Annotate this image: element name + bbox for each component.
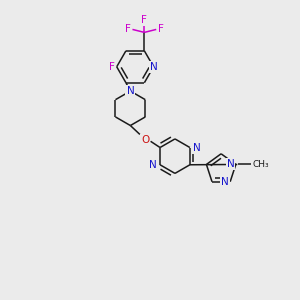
Text: F: F (109, 62, 115, 72)
Text: N: N (149, 160, 157, 170)
Text: CH₃: CH₃ (253, 160, 269, 169)
Text: N: N (150, 62, 158, 72)
Text: F: F (158, 24, 164, 34)
Text: N: N (193, 142, 201, 152)
Text: F: F (125, 24, 131, 34)
Text: N: N (127, 86, 134, 96)
Text: F: F (141, 15, 147, 25)
Text: N: N (221, 177, 229, 187)
Text: O: O (141, 135, 149, 145)
Text: N: N (226, 160, 234, 170)
